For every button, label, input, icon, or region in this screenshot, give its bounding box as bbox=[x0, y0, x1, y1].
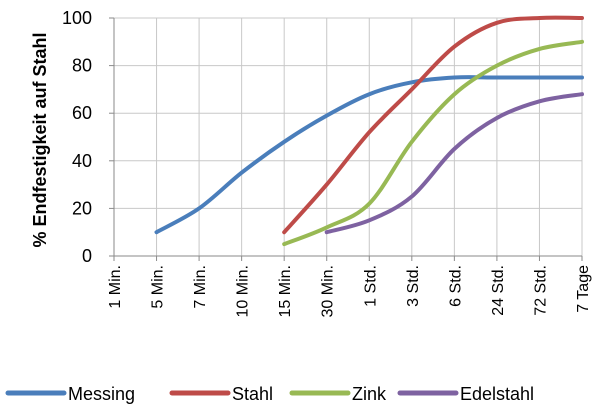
x-tick-labels: 1 Min. 5 Min. 7 Min. 10 Min. 15 Min. 30 Min. 1… bbox=[107, 265, 592, 318]
y-tick-label: 40 bbox=[72, 151, 92, 171]
legend-label-edelstahl: Edelstahl bbox=[460, 384, 534, 404]
x-tick-label: 10 Min. bbox=[235, 265, 252, 317]
series-line-edelstahl bbox=[324, 92, 584, 235]
x-tick-label: 7 Tage bbox=[575, 265, 592, 313]
series-line-messing bbox=[154, 75, 584, 235]
x-tick-label: 24 Std. bbox=[490, 265, 507, 316]
series-line-stahl bbox=[282, 15, 584, 235]
y-tick-label: 60 bbox=[72, 103, 92, 123]
y-tick-label: 80 bbox=[72, 56, 92, 76]
y-tick-label: 100 bbox=[62, 8, 92, 28]
x-tick-label: 1 Std. bbox=[362, 265, 379, 307]
x-tick-label: 30 Min. bbox=[320, 265, 337, 317]
x-tick-label: 1 Min. bbox=[107, 265, 124, 309]
y-axis-label: % Endfestigkeit auf Stahl bbox=[30, 32, 50, 247]
legend: Messing Stahl Zink Edelstahl bbox=[5, 384, 534, 404]
legend-label-stahl: Stahl bbox=[232, 384, 273, 404]
grid-layer bbox=[114, 17, 583, 256]
y-tick-label: 0 bbox=[82, 246, 92, 266]
x-tick-label: 7 Min. bbox=[192, 265, 209, 309]
x-tick-label: 3 Std. bbox=[405, 265, 422, 307]
x-tick-label: 72 Std. bbox=[532, 265, 549, 316]
series-line-zink bbox=[282, 39, 584, 247]
series-layer bbox=[154, 15, 584, 247]
x-tick-label: 5 Min. bbox=[150, 265, 167, 309]
legend-label-zink: Zink bbox=[352, 384, 387, 404]
x-tick-label: 15 Min. bbox=[277, 265, 294, 317]
x-tick-label: 6 Std. bbox=[447, 265, 464, 307]
legend-label-messing: Messing bbox=[68, 384, 135, 404]
axis-layer bbox=[109, 17, 583, 261]
y-tick-label: 20 bbox=[72, 198, 92, 218]
y-tick-labels: 0 20 40 60 80 100 bbox=[62, 8, 92, 266]
